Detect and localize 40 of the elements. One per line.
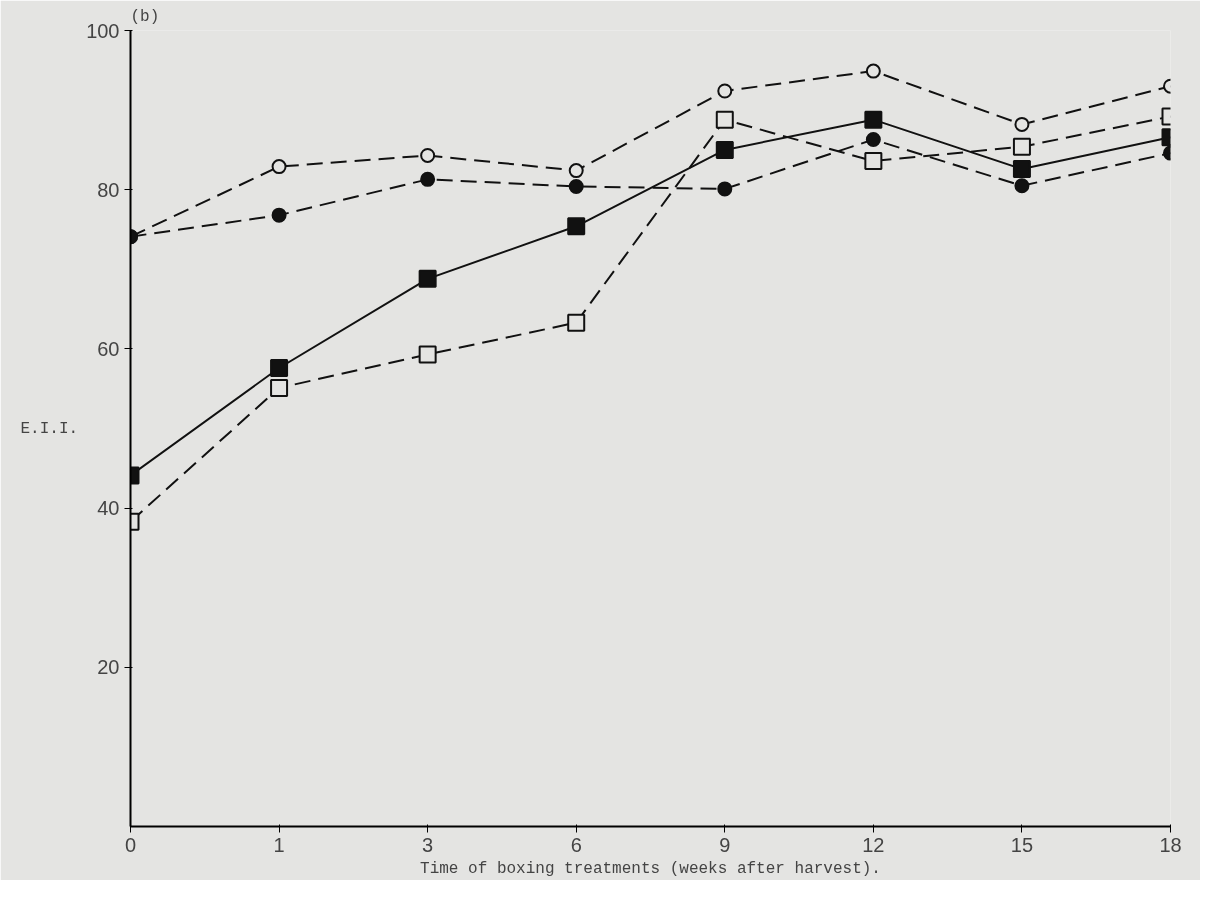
point xyxy=(717,83,733,99)
point xyxy=(418,269,437,288)
point xyxy=(715,110,734,129)
point xyxy=(1012,160,1031,178)
point xyxy=(865,132,881,148)
x-tick-label: 18 xyxy=(1159,833,1182,856)
y-tick-label: 80 xyxy=(97,178,120,201)
x-tick-label: 6 xyxy=(570,833,582,856)
x-tick-label: 3 xyxy=(422,833,434,856)
point xyxy=(568,179,584,194)
point xyxy=(1014,116,1030,132)
point xyxy=(715,140,734,159)
point xyxy=(420,171,436,187)
y-tick-label: 40 xyxy=(97,497,120,520)
point xyxy=(271,159,287,175)
point xyxy=(270,378,289,397)
point xyxy=(418,345,437,364)
point xyxy=(717,181,733,197)
point xyxy=(864,110,883,129)
x-tick-label: 12 xyxy=(862,833,885,856)
x-tick-label: 9 xyxy=(719,833,731,856)
point xyxy=(864,152,883,171)
y-tick-label: 60 xyxy=(97,337,120,360)
x-tick-label: 1 xyxy=(273,833,285,856)
x-tick-label: 0 xyxy=(124,833,137,856)
x-tick-label: 15 xyxy=(1010,833,1034,856)
point xyxy=(567,217,586,236)
y-axis-title: E.I.I. xyxy=(20,419,79,438)
point xyxy=(568,163,584,179)
point xyxy=(270,359,289,377)
point xyxy=(420,147,436,163)
point xyxy=(1014,178,1030,194)
point xyxy=(567,313,586,332)
point xyxy=(865,63,881,79)
x-axis-title: Time of boxing treatments (weeks after harvest). xyxy=(420,859,881,878)
y-tick-label: 100 xyxy=(86,19,120,42)
chart-title: (b) xyxy=(130,7,160,26)
point xyxy=(271,207,287,223)
point xyxy=(1012,137,1031,156)
y-tick-label: 20 xyxy=(97,656,120,679)
